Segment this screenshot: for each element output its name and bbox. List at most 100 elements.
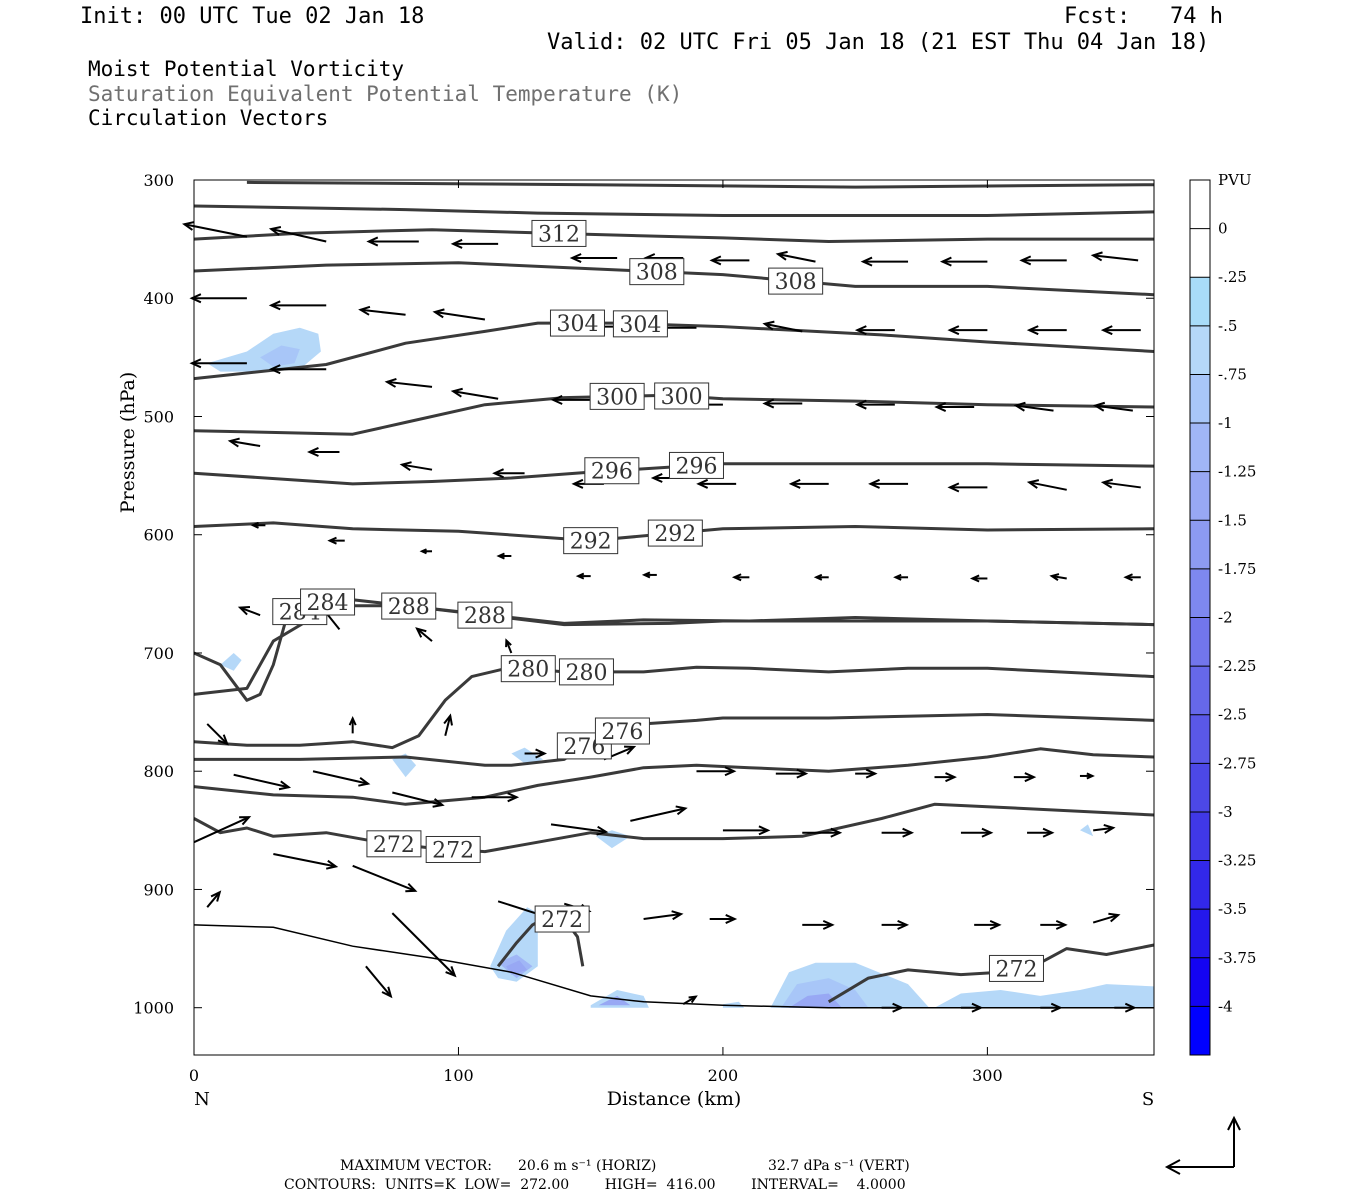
contour-label-box bbox=[654, 382, 710, 410]
vector-shaft bbox=[764, 322, 803, 333]
vector-shaft bbox=[233, 773, 289, 789]
terrain-line bbox=[193, 924, 1154, 1009]
pv-area bbox=[789, 993, 842, 1008]
vector-head bbox=[854, 325, 867, 336]
pv-area bbox=[260, 345, 300, 367]
colorbar-swatch bbox=[1190, 471, 1210, 521]
contour-label-box bbox=[584, 457, 640, 485]
colorbar-label: -.75 bbox=[1218, 365, 1247, 383]
vector-head bbox=[432, 308, 445, 319]
contour-label: 304 bbox=[556, 312, 598, 337]
vector-head bbox=[902, 827, 915, 838]
colorbar-swatch bbox=[1190, 666, 1210, 716]
contours-info: CONTOURS: UNITS=K LOW= 272.00 HIGH= 416.… bbox=[284, 1177, 906, 1193]
vector-head bbox=[1049, 573, 1060, 581]
contour-label-box bbox=[589, 382, 645, 410]
terrain-line bbox=[193, 924, 1154, 1009]
contour-line bbox=[193, 204, 1155, 217]
colorbar-label: -1.25 bbox=[1218, 463, 1256, 481]
vector-head bbox=[758, 825, 771, 836]
vector-head bbox=[945, 772, 957, 783]
vector-head bbox=[569, 253, 582, 264]
pv-area bbox=[207, 327, 321, 372]
vector-head bbox=[443, 713, 453, 726]
vector-head bbox=[419, 548, 427, 555]
contour-label: 272 bbox=[432, 838, 474, 863]
vector-head bbox=[1055, 919, 1068, 930]
vector-head bbox=[1100, 478, 1114, 489]
contour-label: 292 bbox=[654, 522, 696, 547]
vector-head bbox=[384, 377, 397, 388]
x-tick-label: 0 bbox=[189, 1066, 199, 1085]
vector-shaft bbox=[444, 715, 452, 736]
init-time: Init: 00 UTC Tue 02 Jan 18 bbox=[80, 4, 425, 29]
contour-label: 280 bbox=[507, 658, 549, 683]
contour-label-box bbox=[531, 219, 587, 247]
vector-shaft bbox=[271, 228, 327, 243]
contour-label: 272 bbox=[373, 833, 415, 858]
vector-head bbox=[358, 305, 371, 316]
vector-head bbox=[445, 966, 457, 978]
vector-head bbox=[596, 825, 609, 836]
contour-label-box bbox=[768, 267, 824, 295]
vector-head bbox=[892, 1002, 905, 1013]
vector-shaft bbox=[1051, 574, 1067, 580]
vector-head bbox=[709, 255, 722, 266]
pv-area bbox=[598, 995, 631, 1006]
title-vectors: Circulation Vectors bbox=[88, 106, 329, 130]
vector-head bbox=[381, 986, 393, 999]
vector-shaft bbox=[401, 463, 433, 471]
valid-time: Valid: 02 UTC Fri 05 Jan 18 (21 EST Thu … bbox=[547, 30, 1210, 55]
vector-head bbox=[550, 394, 563, 405]
vector-shaft bbox=[206, 723, 228, 745]
max-vector-horiz: 20.6 m s⁻¹ (HORIZ) bbox=[518, 1158, 657, 1174]
vector-head bbox=[1124, 1002, 1137, 1013]
vector-head bbox=[227, 437, 240, 448]
vector-head bbox=[268, 364, 281, 375]
vector-head bbox=[268, 300, 281, 311]
contour-label-box bbox=[500, 655, 556, 683]
pv-area bbox=[392, 753, 417, 778]
vector-head bbox=[307, 446, 319, 457]
vector-head bbox=[1026, 479, 1040, 489]
pv-colorbar: PVU 0 -.25 -.5 -.75 -1 -1.25 -1.5 -1.75 -2 -2.25 -2… bbox=[1189, 171, 1256, 1056]
contour-label: 288 bbox=[464, 604, 506, 629]
vector-head bbox=[696, 478, 709, 489]
vector-head bbox=[650, 473, 663, 483]
y-tick-label: 400 bbox=[143, 289, 174, 308]
vector-shaft bbox=[386, 380, 433, 388]
vector-head bbox=[981, 827, 994, 838]
vector-shaft bbox=[312, 770, 369, 785]
vector-head bbox=[947, 482, 960, 493]
colorbar-swatch bbox=[1190, 617, 1210, 667]
vector-head bbox=[366, 236, 379, 247]
colorbar-swatch bbox=[1190, 568, 1210, 618]
vector-head bbox=[348, 715, 357, 726]
vector-head bbox=[989, 919, 1002, 930]
vector-head bbox=[971, 1002, 984, 1013]
contour-label: 280 bbox=[565, 661, 607, 686]
vector-head bbox=[415, 627, 427, 638]
vector-head bbox=[237, 606, 251, 616]
contour-label: 304 bbox=[619, 313, 661, 338]
pv-area bbox=[511, 747, 544, 766]
vector-head bbox=[217, 734, 229, 746]
colorbar-swatch bbox=[1190, 228, 1210, 278]
vector-head bbox=[325, 859, 339, 870]
contour-line bbox=[194, 713, 1155, 767]
colorbar-label: -2.5 bbox=[1218, 706, 1247, 724]
vector-shaft bbox=[1103, 481, 1141, 489]
vector-head bbox=[865, 768, 878, 779]
vector-shaft bbox=[365, 965, 392, 997]
vector-head bbox=[641, 571, 651, 579]
contour-label-box bbox=[629, 258, 685, 286]
contour-label: 272 bbox=[541, 908, 583, 933]
contour-label-box bbox=[612, 310, 668, 338]
contour-label-box bbox=[300, 588, 356, 616]
colorbar-swatch bbox=[1190, 277, 1210, 327]
pv-area bbox=[934, 984, 1154, 1008]
contour-label: 288 bbox=[388, 595, 430, 620]
colorbar-label: -1.5 bbox=[1218, 511, 1247, 529]
contour-line bbox=[246, 180, 1155, 189]
colorbar-swatch bbox=[1190, 423, 1210, 473]
